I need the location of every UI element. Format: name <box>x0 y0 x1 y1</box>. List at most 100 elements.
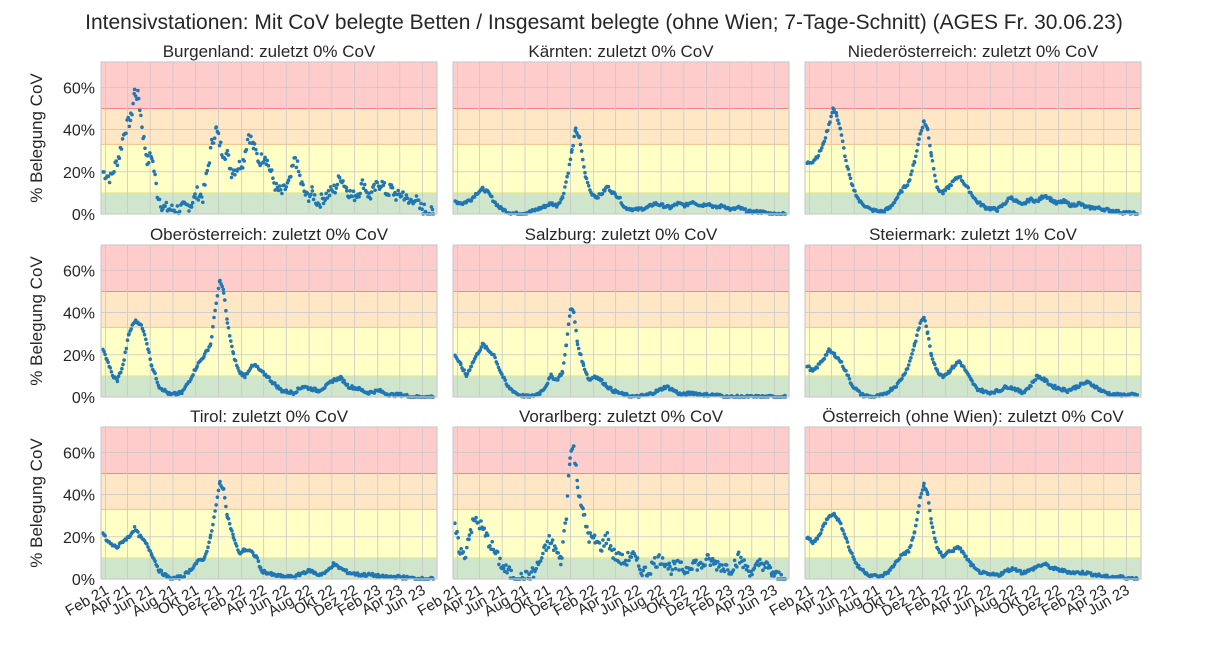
data-point <box>420 207 424 211</box>
y-tick-label: 0% <box>72 390 95 407</box>
data-point <box>605 531 610 535</box>
data-point <box>925 330 930 335</box>
data-point <box>208 533 213 538</box>
band-red <box>101 245 437 292</box>
band-yellow <box>805 327 1141 376</box>
data-point <box>568 456 572 460</box>
series-points <box>453 444 788 581</box>
data-point <box>493 355 497 360</box>
data-point <box>543 543 547 547</box>
data-point <box>103 352 107 357</box>
data-point <box>844 536 849 541</box>
data-point <box>581 506 585 511</box>
data-point <box>396 188 401 193</box>
data-point <box>204 171 208 176</box>
data-point <box>467 537 471 542</box>
data-point <box>293 156 298 160</box>
data-point <box>562 191 566 196</box>
data-point <box>558 200 562 205</box>
data-point <box>765 561 770 565</box>
data-point <box>473 354 478 359</box>
data-point <box>527 572 531 576</box>
data-point <box>908 359 912 363</box>
data-point <box>102 170 106 174</box>
data-point <box>175 204 180 208</box>
data-point <box>180 391 184 396</box>
data-point <box>266 164 271 168</box>
data-point <box>566 473 571 478</box>
data-point <box>230 344 234 349</box>
data-point <box>579 149 584 153</box>
data-point <box>978 200 982 204</box>
data-point <box>603 189 607 193</box>
data-point <box>140 125 144 129</box>
data-point <box>469 364 474 369</box>
data-point <box>153 172 157 177</box>
data-point <box>1045 379 1049 383</box>
data-point <box>280 191 284 196</box>
data-point <box>296 169 301 174</box>
data-point <box>577 134 582 139</box>
data-point <box>305 191 310 196</box>
data-point <box>481 185 485 190</box>
data-point <box>847 377 852 381</box>
data-point <box>917 137 921 141</box>
data-point <box>189 205 194 209</box>
panel-frame <box>804 61 1142 215</box>
y-tick-label: 20% <box>63 348 95 365</box>
band-orange <box>453 291 789 328</box>
data-point <box>620 552 625 557</box>
y-tick-label: 60% <box>63 263 95 280</box>
data-point <box>225 317 229 321</box>
data-point <box>585 372 589 377</box>
data-point <box>745 564 750 569</box>
data-point <box>694 558 698 562</box>
data-point <box>564 517 569 521</box>
data-point <box>854 561 859 566</box>
panel-7: Tirol: zuletzt 0% CoV 0% 20% 40% 60% % Belegu… <box>27 407 438 620</box>
data-point <box>905 183 910 187</box>
data-point <box>310 185 314 189</box>
data-point <box>564 180 568 184</box>
data-point <box>419 201 423 206</box>
data-point <box>910 352 914 356</box>
data-point <box>496 365 501 370</box>
data-point <box>199 195 204 199</box>
data-point <box>116 544 121 549</box>
data-point <box>903 371 908 375</box>
data-point <box>218 479 222 484</box>
data-point <box>850 551 854 556</box>
data-point <box>277 184 282 188</box>
data-point <box>286 178 291 182</box>
data-point <box>545 381 550 386</box>
data-point <box>545 539 550 544</box>
data-point <box>818 531 823 536</box>
data-point <box>604 541 609 546</box>
data-point <box>271 176 275 180</box>
y-tick-label: 40% <box>63 306 95 323</box>
data-point <box>149 156 154 160</box>
data-point <box>823 521 828 525</box>
data-point <box>856 196 861 201</box>
data-point <box>139 113 143 118</box>
data-point <box>501 566 506 570</box>
data-point <box>256 559 261 563</box>
data-point <box>453 521 457 525</box>
data-point <box>289 174 293 179</box>
data-point <box>149 364 154 368</box>
data-point <box>504 563 508 567</box>
data-point <box>482 526 487 531</box>
data-point <box>1135 393 1140 397</box>
data-point <box>161 207 165 211</box>
band-red <box>805 62 1141 109</box>
data-point <box>820 528 824 532</box>
data-point <box>704 557 708 561</box>
data-point <box>106 360 110 365</box>
data-point <box>933 362 937 367</box>
data-point <box>834 111 839 115</box>
data-point <box>401 190 405 194</box>
panel-frame <box>100 61 438 215</box>
data-point <box>660 202 665 206</box>
data-point <box>231 351 236 356</box>
